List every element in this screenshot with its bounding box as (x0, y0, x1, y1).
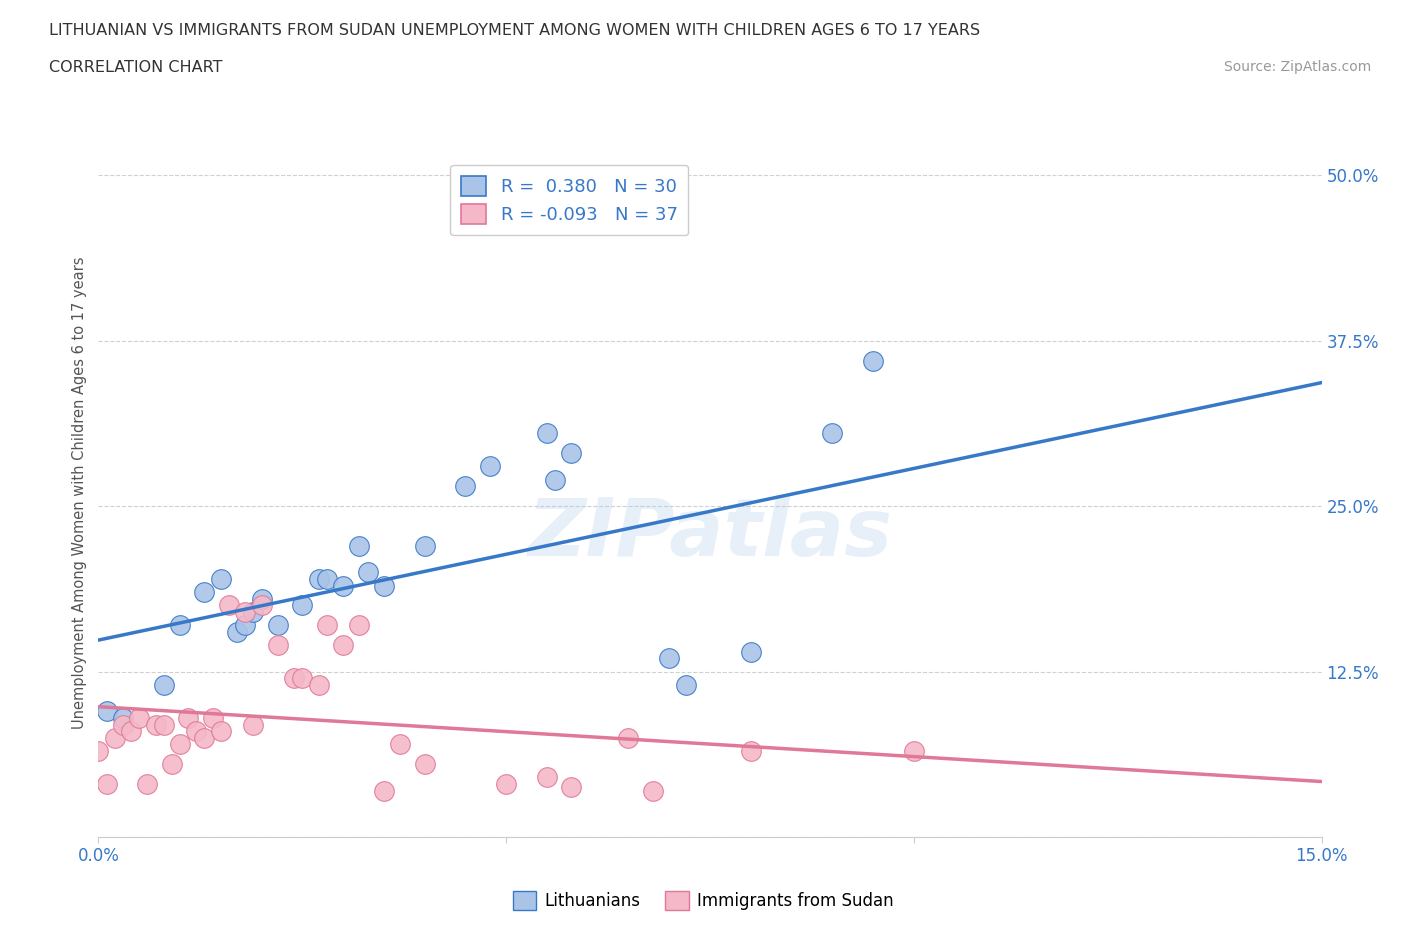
Point (544, 472, 567, 487)
Point (169, 737, 191, 751)
Point (356, 565, 378, 579)
Point (349, 538, 371, 553)
Text: CORRELATION CHART: CORRELATION CHART (49, 60, 222, 75)
Point (233, 604, 256, 619)
Point (283, 671, 305, 685)
Point (96, 704, 118, 719)
Point (315, 571, 337, 587)
Point (308, 571, 330, 587)
Point (242, 717, 264, 732)
Point (373, 783, 395, 798)
Point (315, 618, 337, 632)
Point (226, 624, 249, 639)
Point (233, 618, 256, 632)
Point (740, 744, 762, 759)
Text: Source: ZipAtlas.com: Source: ZipAtlas.com (1223, 60, 1371, 74)
Point (308, 677, 330, 692)
Point (617, 730, 640, 745)
Point (332, 638, 354, 653)
Point (201, 711, 224, 725)
Legend: R =  0.380   N = 30, R = -0.093   N = 37: R = 0.380 N = 30, R = -0.093 N = 37 (450, 165, 689, 235)
Point (658, 651, 681, 666)
Point (536, 426, 558, 441)
Point (821, 426, 844, 441)
Legend: Lithuanians, Immigrants from Sudan: Lithuanians, Immigrants from Sudan (506, 884, 900, 917)
Point (389, 737, 412, 751)
Point (862, 353, 884, 368)
Point (120, 724, 142, 738)
Point (373, 578, 395, 593)
Point (903, 744, 925, 759)
Point (209, 571, 232, 587)
Point (536, 770, 558, 785)
Point (560, 445, 582, 460)
Point (641, 783, 664, 798)
Point (160, 757, 183, 772)
Point (250, 591, 273, 606)
Point (478, 459, 501, 474)
Point (242, 604, 264, 619)
Point (193, 730, 215, 745)
Point (291, 671, 314, 685)
Point (128, 711, 150, 725)
Point (740, 644, 762, 659)
Point (87, 744, 110, 759)
Point (454, 479, 477, 494)
Y-axis label: Unemployment Among Women with Children Ages 6 to 17 years: Unemployment Among Women with Children A… (72, 257, 87, 729)
Point (177, 711, 200, 725)
Point (186, 724, 208, 738)
Point (152, 677, 174, 692)
Point (111, 717, 134, 732)
Point (560, 779, 582, 794)
Point (209, 724, 232, 738)
Point (136, 777, 159, 791)
Point (169, 618, 191, 632)
Point (413, 757, 436, 772)
Point (332, 578, 354, 593)
Point (104, 730, 127, 745)
Point (250, 598, 273, 613)
Point (413, 538, 436, 553)
Point (193, 585, 215, 600)
Text: ZIPatlas: ZIPatlas (527, 495, 893, 573)
Point (675, 677, 697, 692)
Point (145, 717, 167, 732)
Text: LITHUANIAN VS IMMIGRANTS FROM SUDAN UNEMPLOYMENT AMONG WOMEN WITH CHILDREN AGES : LITHUANIAN VS IMMIGRANTS FROM SUDAN UNEM… (49, 23, 980, 38)
Point (349, 618, 371, 632)
Point (267, 618, 290, 632)
Point (267, 638, 290, 653)
Point (152, 717, 174, 732)
Point (291, 598, 314, 613)
Point (495, 777, 517, 791)
Point (96, 777, 118, 791)
Point (218, 598, 240, 613)
Point (111, 711, 134, 725)
